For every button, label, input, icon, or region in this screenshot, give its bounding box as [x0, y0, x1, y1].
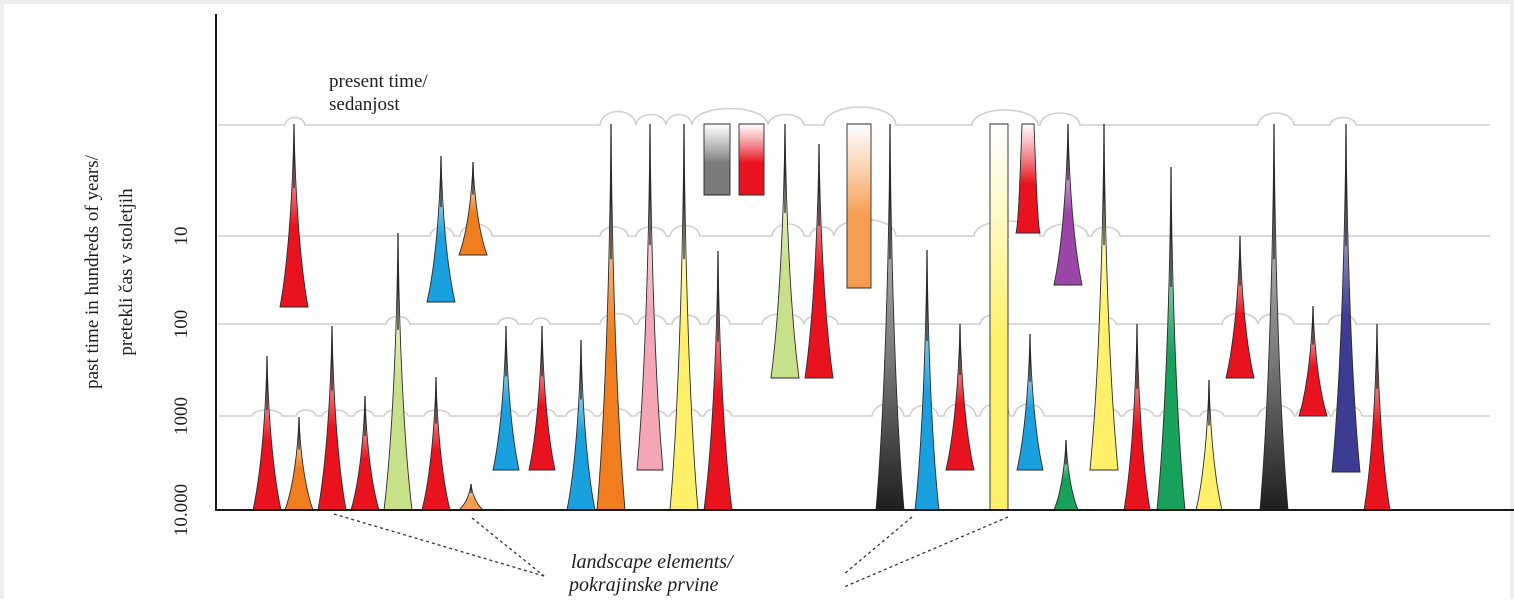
time-level-line-1 [218, 218, 1490, 237]
spindle-blue-upper [426, 155, 456, 303]
spindle-red-12 [1363, 323, 1391, 511]
spindle-blue-3 [566, 339, 596, 511]
present-time-label-line1: present time/ [329, 71, 428, 92]
spindle-purple [1053, 123, 1083, 286]
spindle-green-tall [1156, 166, 1186, 511]
block-gray-box [703, 123, 731, 196]
hanging-red-hanging [1015, 123, 1041, 234]
spindle-orange-tall [596, 123, 626, 511]
block-red-box [738, 123, 765, 196]
tick-label-10000: 10.000 [171, 484, 192, 536]
landscape-timeline-diagram: present time/ sedanjost past time in hun… [82, 14, 1514, 596]
spindle-red-11 [1298, 305, 1328, 417]
spindle-red-9 [1123, 323, 1151, 511]
landscape-elements-label-line1: landscape elements/ [571, 551, 735, 573]
spindle-red-1 [252, 355, 282, 511]
tick-labels: 10 100 1000 10.000 [171, 227, 192, 537]
block-yellow-column [989, 123, 1009, 511]
y-axis-title-line2: pretekli čas v stoletjih [116, 188, 137, 356]
spindle-blue-2 [492, 325, 520, 471]
y-axis-title-line1: past time in hundreds of years/ [82, 154, 103, 388]
landscape-elements-label-line2: pokrajinske prvine [567, 574, 719, 596]
spindle-red-10 [1225, 235, 1255, 379]
time-level-line-0 [218, 106, 1490, 126]
spindle-pink [636, 123, 664, 471]
landscape-elements-pointer-lines [333, 513, 1009, 588]
spindle-red-6 [703, 250, 733, 511]
spindle-red-5 [528, 325, 556, 471]
tick-label-100: 100 [171, 310, 192, 339]
present-time-label-line2: sedanjost [329, 94, 400, 115]
block-peach-column [846, 123, 872, 289]
spindle-yellow-2 [1089, 123, 1119, 471]
spindle-red-tall-upper [279, 123, 309, 308]
spindle-blue-5 [1016, 333, 1044, 471]
time-level-line-2 [218, 312, 1490, 325]
y-axis-title: past time in hundreds of years/ pretekli… [82, 154, 137, 388]
spindle-red-4 [421, 376, 451, 511]
spindle-red-7 [804, 143, 834, 379]
spindle-red-2 [317, 325, 347, 511]
tick-label-1000: 1000 [171, 397, 192, 435]
spindle-orange-upper [458, 161, 488, 256]
landscape-element-spindles [252, 123, 1391, 511]
spindle-blue-4 [914, 249, 940, 511]
spindle-yellow-3 [1195, 379, 1223, 511]
spindle-orange-1 [284, 416, 314, 511]
spindle-peach-small [457, 483, 485, 511]
spindle-green-small [1053, 439, 1079, 511]
spindle-red-8 [945, 323, 975, 471]
axes [215, 14, 1514, 511]
spindle-lightgreen-2 [770, 123, 800, 379]
spindle-lightgreen-1 [383, 232, 413, 511]
spindle-gray-tall [875, 123, 905, 511]
tick-label-10: 10 [171, 227, 192, 246]
spindle-navy [1331, 123, 1361, 473]
